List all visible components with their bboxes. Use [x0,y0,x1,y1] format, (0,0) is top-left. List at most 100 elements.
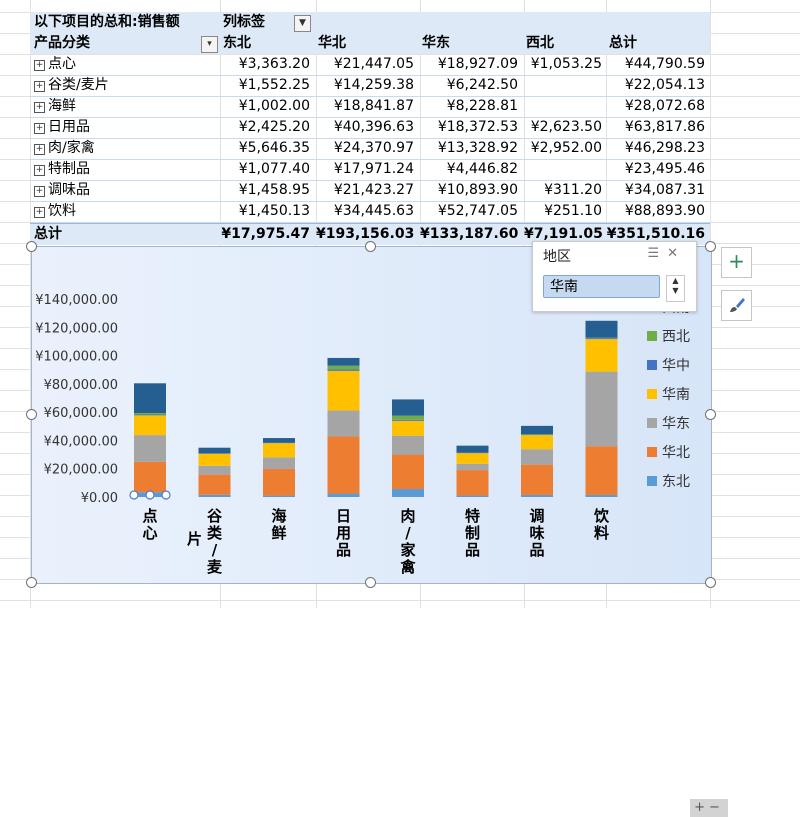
bar-segment[interactable] [392,455,424,489]
column-header-huabei[interactable]: 华北 [318,33,346,54]
bar-segment[interactable] [392,421,424,436]
region-slicer[interactable]: 地区 ☰✕ 华南 ▲ ▼ [532,241,697,312]
legend-swatch[interactable] [647,418,657,428]
resize-handle-top[interactable] [365,241,376,252]
bar-segment[interactable] [263,443,295,444]
chevron-up-icon[interactable]: ▲ [667,276,684,286]
value-cell[interactable]: ¥34,445.63 [316,201,414,222]
value-cell[interactable]: ¥21,423.27 [316,180,414,201]
bar-segment[interactable] [328,371,360,411]
table-row[interactable]: +特制品 ¥1,077.40 ¥17,971.24 ¥4,446.82 ¥23,… [30,159,710,181]
legend-label[interactable]: 华南 [662,387,690,403]
bar-segment[interactable] [263,443,295,457]
bar-segment[interactable] [457,470,489,495]
legend-swatch[interactable] [647,389,657,399]
value-cell[interactable]: ¥2,425.20 [220,117,310,138]
value-cell[interactable]: ¥251.10 [524,201,602,222]
total-cell[interactable]: ¥133,187.60 [420,224,518,245]
resize-handle-bottom[interactable] [365,577,376,588]
bar-segment[interactable] [134,383,166,413]
selection-handle[interactable] [130,491,138,499]
column-header-total[interactable]: 总计 [609,33,637,54]
expand-field-icon[interactable]: + [694,800,709,815]
bar-segment[interactable] [392,420,424,421]
column-labels-header[interactable]: 列标签 [223,12,265,33]
bar-segment[interactable] [586,372,618,447]
value-cell[interactable] [524,75,602,96]
value-cell[interactable]: ¥2,623.50 [524,117,602,138]
bar-segment[interactable] [392,399,424,415]
expand-icon[interactable]: + [34,207,45,218]
expand-icon[interactable]: + [34,102,45,113]
value-cell[interactable]: ¥1,450.13 [220,201,310,222]
value-cell[interactable]: ¥14,259.38 [316,75,414,96]
table-row[interactable]: +日用品 ¥2,425.20 ¥40,396.63 ¥18,372.53 ¥2,… [30,117,710,139]
bar-segment[interactable] [263,496,295,497]
bar-segment[interactable] [263,438,295,443]
bar-segment[interactable] [586,338,618,339]
bar-segment[interactable] [457,495,489,497]
value-cell[interactable]: ¥4,446.82 [420,159,518,180]
table-row[interactable]: +饮料 ¥1,450.13 ¥34,445.63 ¥52,747.05 ¥251… [30,201,710,223]
bar-segment[interactable] [328,410,360,436]
value-cell[interactable]: ¥13,328.92 [420,138,518,159]
row-filter-button[interactable]: ▾ [201,36,218,53]
bar-segment[interactable] [328,436,360,493]
row-labels-header[interactable]: 产品分类 [34,33,90,54]
value-cell[interactable]: ¥1,458.95 [220,180,310,201]
legend-swatch[interactable] [647,447,657,457]
value-cell[interactable]: ¥18,841.87 [316,96,414,117]
value-cell[interactable]: ¥24,370.97 [316,138,414,159]
value-cell[interactable]: ¥63,817.86 [606,117,705,138]
bar-segment[interactable] [134,415,166,435]
value-cell[interactable]: ¥40,396.63 [316,117,414,138]
resize-handle-top-left[interactable] [26,241,37,252]
legend-label[interactable]: 华中 [662,358,690,374]
resize-handle-top-right[interactable] [705,241,716,252]
multi-select-icon[interactable]: ☰ [647,246,667,261]
table-row[interactable]: +谷类/麦片 ¥1,552.25 ¥14,259.38 ¥6,242.50 ¥2… [30,75,710,97]
bar-segment[interactable] [199,448,231,454]
selection-handle[interactable] [162,491,170,499]
slicer-item-huanan[interactable]: 华南 [543,275,660,298]
collapse-field-icon[interactable]: − [709,800,724,815]
value-cell[interactable]: ¥34,087.31 [606,180,705,201]
value-cell[interactable]: ¥22,054.13 [606,75,705,96]
value-cell[interactable]: ¥5,646.35 [220,138,310,159]
value-cell[interactable]: ¥28,072.68 [606,96,705,117]
expand-icon[interactable]: + [34,81,45,92]
column-header-huadong[interactable]: 华东 [422,33,450,54]
bar-segment[interactable] [263,457,295,469]
bar-segment[interactable] [457,453,489,464]
clear-filter-icon[interactable]: ✕ [667,246,686,261]
legend-label[interactable]: 华北 [662,445,690,461]
value-cell[interactable]: ¥18,927.09 [420,54,518,75]
table-row[interactable]: +调味品 ¥1,458.95 ¥21,423.27 ¥10,893.90 ¥31… [30,180,710,202]
bar-segment[interactable] [134,435,166,462]
bar-segment[interactable] [586,495,618,497]
bar-segment[interactable] [134,462,166,492]
bar-segment[interactable] [392,489,424,497]
value-cell[interactable]: ¥311.20 [524,180,602,201]
slicer-scroll[interactable]: ▲ ▼ [666,275,685,302]
table-row[interactable]: +海鲜 ¥1,002.00 ¥18,841.87 ¥8,228.81 ¥28,0… [30,96,710,118]
resize-handle-left[interactable] [26,409,37,420]
bar-segment[interactable] [521,435,553,449]
value-cell[interactable]: ¥2,952.00 [524,138,602,159]
value-cell[interactable]: ¥17,971.24 [316,159,414,180]
value-cell[interactable]: ¥44,790.59 [606,54,705,75]
expand-icon[interactable]: + [34,165,45,176]
bar-segment[interactable] [199,466,231,475]
bar-segment[interactable] [457,464,489,470]
bar-segment[interactable] [199,495,231,497]
expand-collapse-field-buttons[interactable]: +− [690,799,728,817]
selection-handle[interactable] [146,491,154,499]
resize-handle-bottom-left[interactable] [26,577,37,588]
column-header-dongbei[interactable]: 东北 [223,33,251,54]
column-header-xibei[interactable]: 西北 [526,33,554,54]
legend-label[interactable]: 西北 [662,329,690,345]
value-cell[interactable]: ¥21,447.05 [316,54,414,75]
bar-segment[interactable] [199,454,231,466]
legend-label[interactable]: 东北 [662,474,690,490]
value-cell[interactable]: ¥1,053.25 [524,54,602,75]
